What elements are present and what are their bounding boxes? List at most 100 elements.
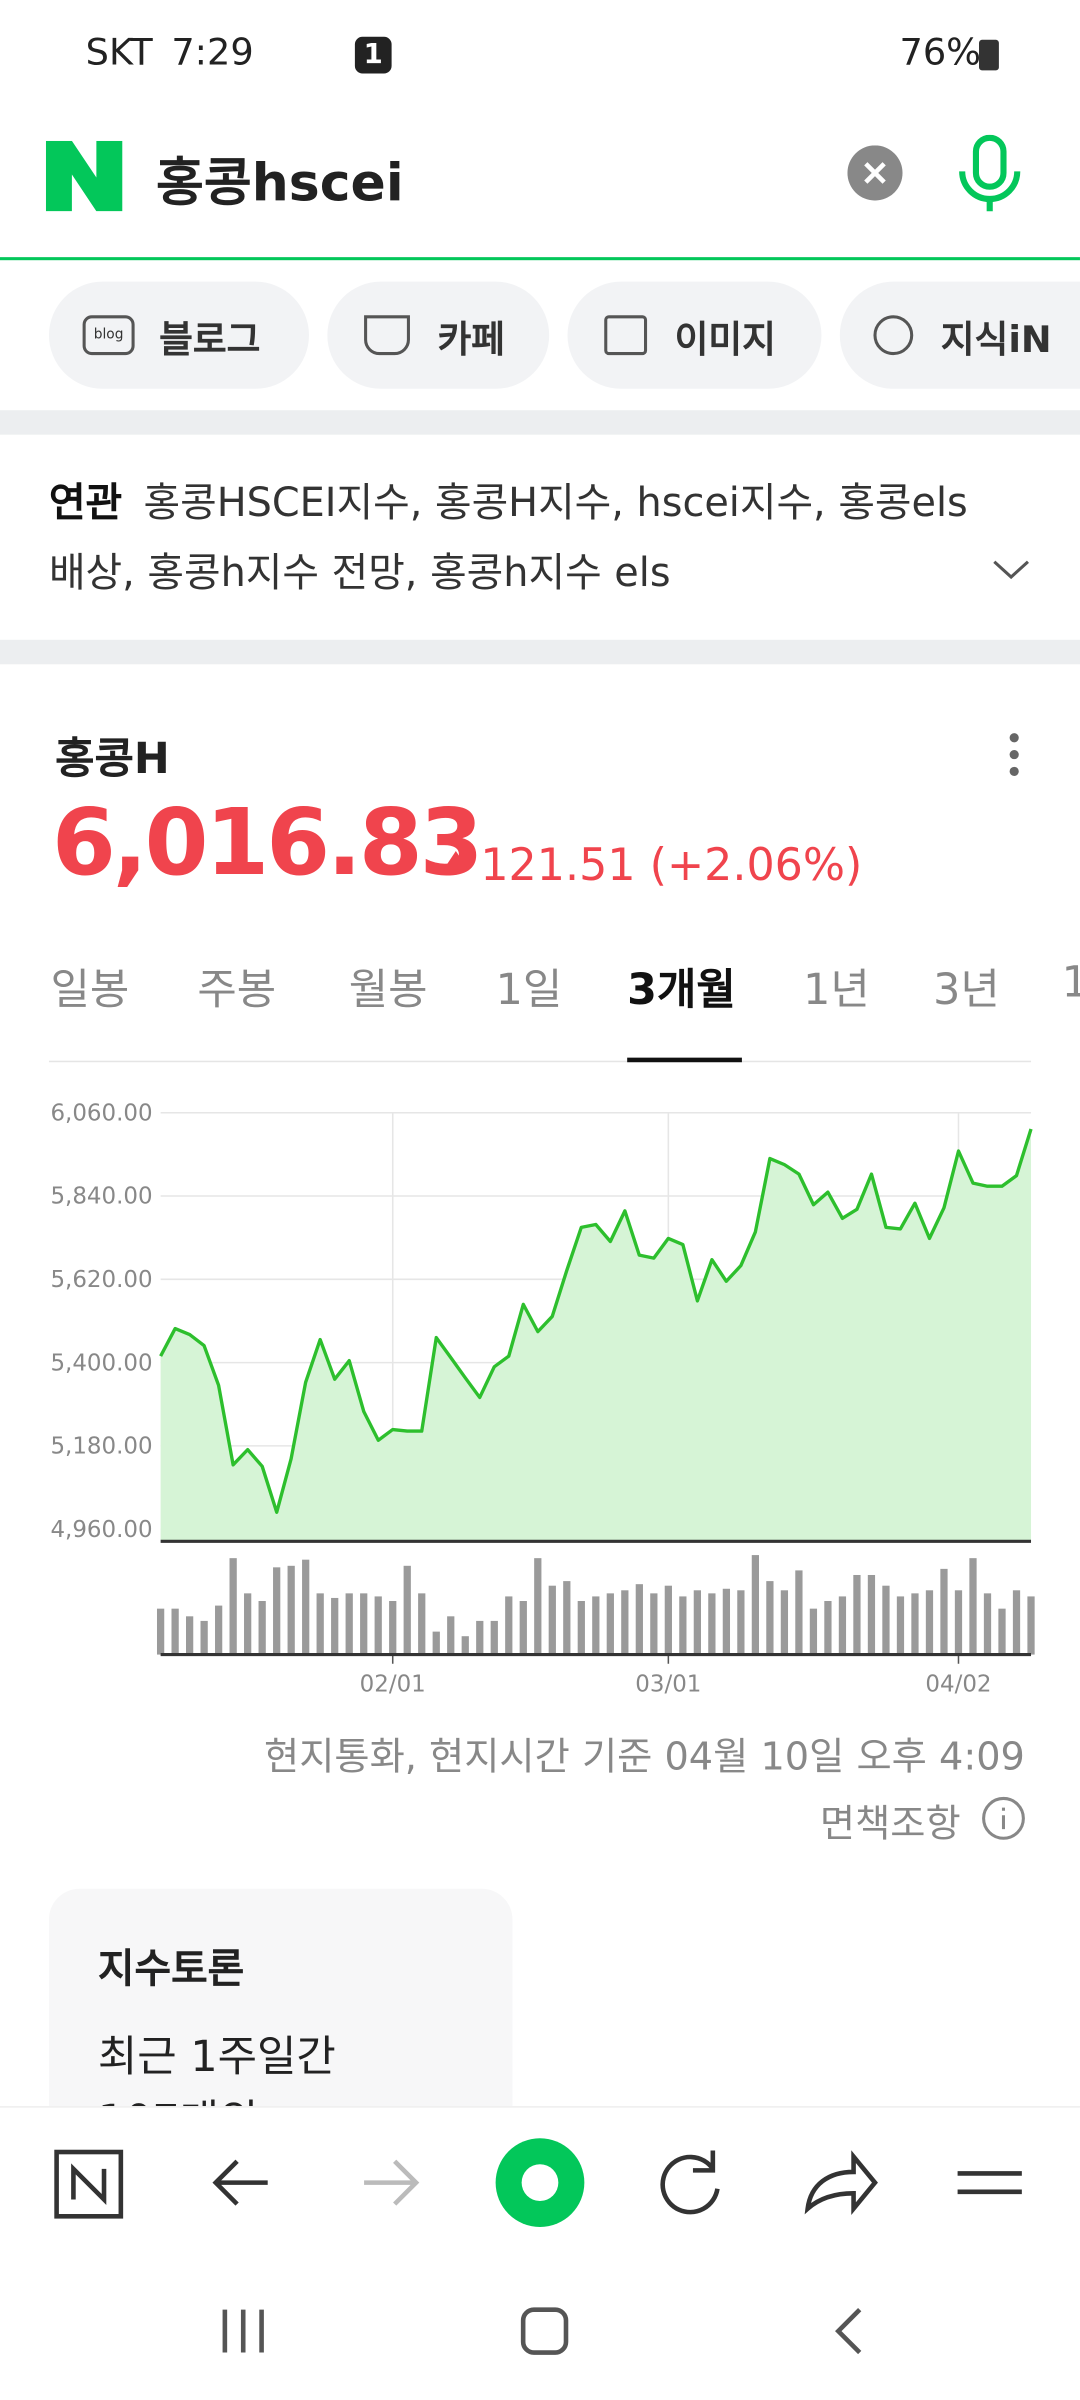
recent-apps[interactable] bbox=[222, 2309, 264, 2353]
tab[interactable]: 카페 bbox=[327, 281, 550, 389]
period-tab[interactable]: 월봉 bbox=[348, 964, 428, 1015]
period-indicator bbox=[627, 1057, 742, 1063]
volume-bar bbox=[679, 1596, 687, 1655]
divider bbox=[0, 639, 1080, 665]
x-tick-label: 03/01 bbox=[635, 1671, 701, 1697]
y-tick-label: 5,180.00 bbox=[50, 1434, 152, 1460]
y-tick-label: 5,840.00 bbox=[50, 1184, 152, 1210]
battery-icon bbox=[979, 39, 999, 71]
y-tick-label: 5,400.00 bbox=[50, 1350, 152, 1376]
share-button[interactable] bbox=[804, 2150, 878, 2216]
back-button[interactable] bbox=[212, 2159, 268, 2206]
disclaimer[interactable]: 면책조항 bbox=[819, 1801, 961, 1846]
volume-bar bbox=[389, 1601, 397, 1655]
volume-bar bbox=[432, 1631, 440, 1655]
tab[interactable]: 이미지 bbox=[567, 281, 822, 389]
volume-bar bbox=[650, 1593, 658, 1655]
battery-level: 76% bbox=[899, 30, 982, 74]
system-back[interactable] bbox=[835, 2308, 862, 2355]
volume-bar bbox=[490, 1620, 498, 1655]
volume-bar bbox=[998, 1608, 1006, 1655]
x-tick-label: 04/02 bbox=[925, 1671, 991, 1697]
carrier: SKT bbox=[85, 30, 153, 74]
search-query[interactable]: 홍콩hscei bbox=[156, 153, 404, 215]
volume-bar bbox=[577, 1601, 585, 1655]
info-icon[interactable] bbox=[981, 1795, 1027, 1841]
volume-bar bbox=[563, 1581, 571, 1655]
volume-bar bbox=[345, 1593, 353, 1655]
volume-bar bbox=[156, 1608, 165, 1655]
stock-name: 홍콩H bbox=[55, 733, 170, 784]
period-divider bbox=[48, 1060, 1032, 1063]
forward-button[interactable] bbox=[364, 2159, 420, 2206]
line bbox=[159, 1128, 1033, 1514]
period-tab[interactable]: 일봉 bbox=[50, 964, 130, 1015]
volume-bar bbox=[244, 1593, 252, 1655]
volume-bar bbox=[519, 1601, 527, 1655]
period-tab[interactable]: 3년 bbox=[933, 964, 1000, 1015]
menu-button[interactable] bbox=[957, 2171, 1022, 2195]
y-tick-label: 5,620.00 bbox=[50, 1267, 152, 1293]
volume-bar bbox=[171, 1608, 179, 1655]
up-arrow bbox=[443, 851, 469, 870]
volume-bar bbox=[505, 1596, 513, 1655]
volume-bar bbox=[461, 1636, 469, 1655]
volume-bar bbox=[809, 1608, 818, 1655]
related-text[interactable]: 홍콩HSCEI지수, 홍콩H지수, hscei지수, 홍콩els 배상, 홍콩h… bbox=[48, 480, 968, 597]
volume-bar bbox=[447, 1616, 455, 1655]
tab[interactable]: 지식iN bbox=[839, 281, 1080, 389]
card-title: 지수토론 bbox=[97, 1946, 245, 1993]
tab-label: 지식iN bbox=[940, 317, 1052, 361]
volume-bar bbox=[186, 1616, 194, 1655]
volume-bar bbox=[418, 1593, 426, 1655]
volume-bar bbox=[896, 1596, 905, 1655]
volume-bar bbox=[403, 1565, 411, 1655]
search-underline bbox=[0, 257, 1080, 261]
stock-price: 6,016.83 bbox=[52, 789, 483, 897]
system-home[interactable] bbox=[520, 2307, 569, 2355]
tab-label: 이미지 bbox=[674, 317, 776, 361]
period-tab[interactable]: 1년 bbox=[803, 964, 870, 1015]
volume-bar bbox=[983, 1593, 992, 1655]
volume-bar bbox=[795, 1570, 803, 1655]
more-menu[interactable] bbox=[1003, 732, 1024, 778]
related-searches: 연관 홍콩HSCEI지수, 홍콩H지수, hscei지수, 홍콩els 배상, 홍… bbox=[49, 468, 997, 609]
period-tab[interactable]: 1 bbox=[1062, 957, 1080, 1008]
green-dot-button[interactable] bbox=[495, 2138, 585, 2228]
volume-bar bbox=[534, 1558, 542, 1655]
toolbar-icons bbox=[54, 2138, 1022, 2355]
volume-bar bbox=[287, 1565, 295, 1655]
card-text: 최근 1주일간 bbox=[97, 2031, 336, 2082]
period-tab[interactable]: 주봉 bbox=[197, 964, 277, 1015]
volume-bar bbox=[215, 1605, 223, 1655]
notification-badge: 1 bbox=[354, 36, 392, 74]
period-tab[interactable]: 1일 bbox=[495, 964, 563, 1015]
home-button[interactable] bbox=[54, 2149, 124, 2219]
volume-bar bbox=[374, 1596, 382, 1655]
naver-logo[interactable] bbox=[45, 140, 123, 212]
volume-bar bbox=[635, 1584, 643, 1655]
expand-arrow[interactable] bbox=[991, 557, 1031, 581]
tab-label: 블로그 bbox=[159, 317, 261, 361]
volume-bar bbox=[780, 1590, 789, 1655]
voice-search[interactable] bbox=[955, 134, 1025, 215]
volume-bar bbox=[1012, 1590, 1021, 1655]
volume-bar bbox=[766, 1581, 774, 1655]
volume-bar bbox=[476, 1620, 484, 1655]
area bbox=[160, 1128, 1032, 1542]
volume-bar bbox=[722, 1588, 731, 1655]
chart-note: 현지통화, 현지시간 기준 04월 10일 오후 4:09 bbox=[264, 1734, 1025, 1779]
volume-bar bbox=[838, 1596, 847, 1655]
clear-button[interactable] bbox=[847, 145, 903, 201]
period-tab-selected[interactable]: 3개월 bbox=[627, 964, 736, 1015]
volume-bar bbox=[316, 1593, 324, 1655]
volume-bar bbox=[229, 1558, 237, 1655]
volume-bar bbox=[302, 1559, 310, 1655]
volume-bar bbox=[911, 1593, 919, 1655]
tab[interactable]: blog 블로그 bbox=[48, 281, 309, 389]
volume-bar bbox=[824, 1601, 832, 1655]
volume-bar bbox=[954, 1590, 963, 1655]
reload-button[interactable] bbox=[660, 2150, 720, 2215]
